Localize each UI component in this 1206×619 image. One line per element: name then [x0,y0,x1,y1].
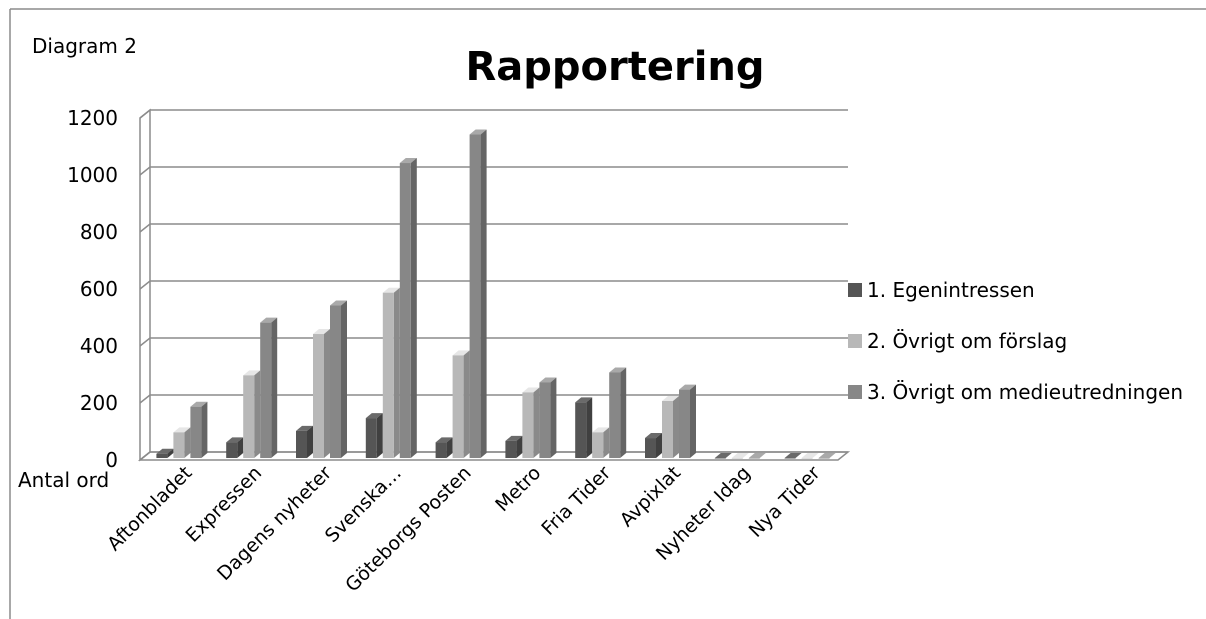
x-tick-label: Avpixlat [616,462,685,531]
x-tick-label: Fria Tider [537,462,615,540]
legend-label: 2. Övrigt om förslag [867,329,1067,353]
floor [137,451,851,461]
bar [365,413,383,458]
legend-item: 1. Egenintressen [848,278,1035,302]
bar [592,427,610,458]
bar [330,300,347,458]
legend-swatch [848,334,862,348]
bar [748,453,766,459]
legend-swatch [848,385,862,399]
y-tick-label: 0 [105,448,118,472]
bar [522,387,540,458]
bar [469,129,487,458]
bar [173,427,191,458]
bar [818,453,836,459]
bar [399,158,417,458]
y-tick-label: 200 [80,391,118,415]
legend-label: 3. Övrigt om medieutredningen [867,380,1183,404]
bar [801,453,819,459]
x-tick-label: Göteborgs Posten [341,462,475,596]
bar [645,433,662,458]
bar [539,377,557,458]
bar [296,425,313,458]
legend-item: 2. Övrigt om förslag [848,329,1067,353]
y-tick-label: 600 [80,277,118,301]
bar [609,367,627,458]
legend-label: 1. Egenintressen [867,278,1035,302]
legend: 1. Egenintressen 2. Övrigt om förslag 3. Ö… [848,278,1183,404]
bar [243,370,261,458]
y-axis-label: Antal ord [18,468,109,492]
plot-back [137,108,851,462]
bar [452,350,470,458]
y-tick-label: 1200 [67,106,118,130]
bar [679,384,696,458]
gridline [139,280,848,290]
bar [662,396,679,458]
bar [226,437,244,458]
bar [260,317,278,458]
bar [382,287,400,458]
chart-title: Rapportering [465,44,764,90]
diagram-label: Diagram 2 [32,34,137,58]
legend-item: 3. Övrigt om medieutredningen [848,380,1183,404]
bar [156,448,174,458]
y-tick-labels: 0 200 400 600 800 1000 1200 [67,106,118,472]
bar [784,453,802,459]
bar [575,397,593,458]
gridline [139,166,848,176]
x-tick-label: Nya Tider [745,462,825,542]
x-tick-label: Aftonbladet [103,462,196,555]
bar [714,453,732,459]
y-tick-label: 1000 [67,163,118,187]
gridline [139,109,848,119]
bar [731,453,749,459]
x-tick-label: Metro [491,462,545,516]
bar [313,329,330,458]
y-tick-label: 400 [80,334,118,358]
legend-swatch [848,283,862,297]
bar [505,435,523,458]
gridline [139,223,848,233]
bar [435,437,453,458]
bars [156,129,836,459]
y-tick-label: 800 [80,220,118,244]
bar [190,401,208,458]
gridline [139,337,848,347]
